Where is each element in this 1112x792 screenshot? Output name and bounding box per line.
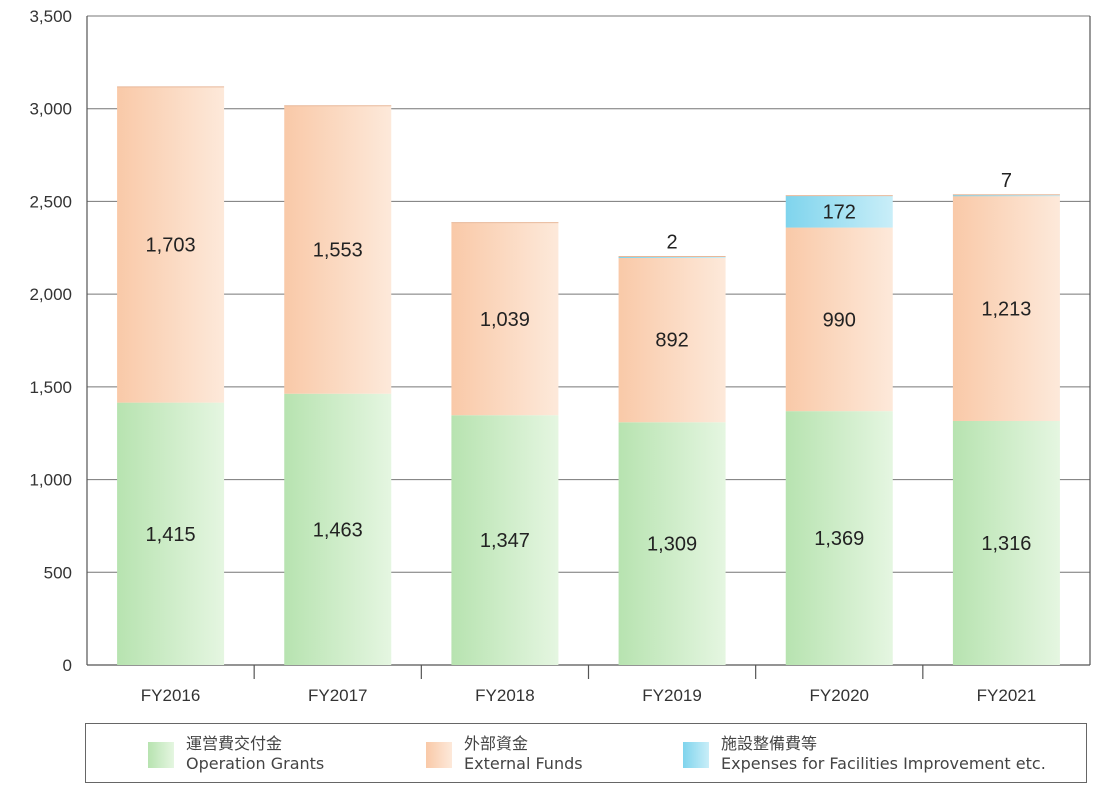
bar-segment xyxy=(618,256,726,423)
bar-segment xyxy=(952,420,1060,665)
legend-label-ja: 外部資金 xyxy=(464,734,529,753)
bar-segment xyxy=(451,222,559,416)
data-label: 2 xyxy=(667,232,678,254)
legend-label-en: Expenses for Facilities Improvement etc. xyxy=(721,754,1046,773)
bar-segment xyxy=(618,256,726,259)
legend-label-ja: 施設整備費等 xyxy=(721,734,818,753)
bar-segment xyxy=(618,422,726,665)
legend: 運営費交付金 Operation Grants 外部資金 External Fu… xyxy=(85,723,1087,783)
stacked-bar-chart: 0 500 1,000 1,500 2,000 2,500 3,000 3,500 1,415 1… xyxy=(29,7,1091,705)
x-tick-label: FY2019 xyxy=(642,686,702,705)
data-label: 1,316 xyxy=(981,533,1031,555)
y-tick-label: 0 xyxy=(63,656,72,675)
legend-label-en: External Funds xyxy=(464,754,583,773)
x-tick-label: FY2018 xyxy=(475,686,535,705)
x-tick-label: FY2016 xyxy=(141,686,201,705)
data-label: 172 xyxy=(823,202,856,224)
legend-swatch-facilities xyxy=(683,742,709,768)
y-tick-label: 500 xyxy=(44,563,72,582)
y-tick-label: 3,500 xyxy=(29,7,72,26)
bar-segment xyxy=(117,86,225,403)
legend-label-ja: 運営費交付金 xyxy=(186,734,283,753)
bar-segment xyxy=(284,105,392,394)
y-tick-label: 1,000 xyxy=(29,471,72,490)
data-label: 1,703 xyxy=(146,235,196,257)
legend-item-facilities: 施設整備費等 Expenses for Facilities Improveme… xyxy=(683,734,1046,774)
data-label: 892 xyxy=(655,330,688,352)
data-label: 1,463 xyxy=(313,519,363,541)
legend-item-operation-grants: 運営費交付金 Operation Grants xyxy=(148,734,324,774)
bar-segment xyxy=(785,411,893,665)
y-tick-label: 3,000 xyxy=(29,100,72,119)
data-label: 7 xyxy=(1001,170,1012,192)
y-tick-label: 2,500 xyxy=(29,192,72,211)
y-tick-label: 1,500 xyxy=(29,378,72,397)
legend-swatch-external-funds xyxy=(426,742,452,768)
data-label: 1,309 xyxy=(647,534,697,556)
data-label: 1,347 xyxy=(480,530,530,552)
data-label: 1,039 xyxy=(480,309,530,331)
x-tick-label: FY2021 xyxy=(977,686,1037,705)
x-tick-label: FY2020 xyxy=(809,686,869,705)
y-tick-label: 2,000 xyxy=(29,285,72,304)
legend-label-en: Operation Grants xyxy=(186,754,325,773)
bar-segment xyxy=(451,415,559,665)
data-label: 1,213 xyxy=(981,299,1031,321)
data-label: 1,369 xyxy=(814,528,864,550)
bar-segment xyxy=(952,196,1060,421)
bar-segment xyxy=(785,195,893,228)
legend-swatch-operation-grants xyxy=(148,742,174,768)
bar-segment xyxy=(117,402,225,665)
bar-segment xyxy=(284,393,392,665)
data-label: 990 xyxy=(823,309,856,331)
x-tick-label: FY2017 xyxy=(308,686,368,705)
bar-segment xyxy=(785,227,893,412)
data-label: 1,553 xyxy=(313,240,363,262)
data-label: 1,415 xyxy=(146,524,196,546)
bar-segment xyxy=(952,194,1060,197)
legend-item-external-funds: 外部資金 External Funds xyxy=(426,734,583,774)
